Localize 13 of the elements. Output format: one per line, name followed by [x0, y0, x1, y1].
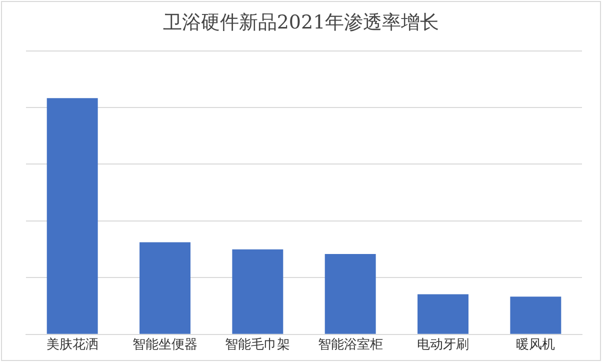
bar	[140, 242, 190, 334]
x-tick-label: 智能毛巾架	[225, 338, 290, 353]
x-tick-label: 智能浴室柜	[318, 336, 383, 353]
bar	[324, 254, 376, 334]
x-tick-label: 美肤花洒	[46, 336, 98, 353]
bar	[510, 296, 562, 334]
chart-title: 卫浴硬件新品2021年渗透率增长	[162, 11, 440, 34]
bar	[418, 294, 468, 334]
bar	[232, 249, 284, 334]
x-tick-label: 电动牙刷	[417, 338, 469, 353]
bar	[46, 98, 98, 334]
x-tick-label: 暖风机	[516, 338, 556, 353]
x-tick-label: 智能坐便器	[132, 338, 198, 353]
